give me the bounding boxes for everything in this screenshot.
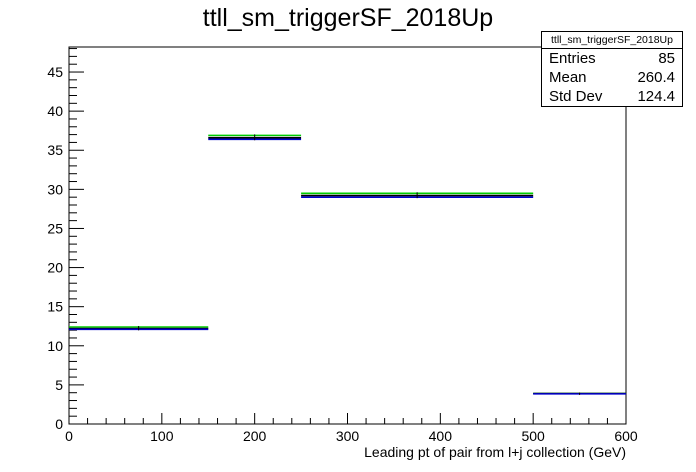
y-tick-label: 40 [47, 103, 63, 119]
y-tick-label: 35 [47, 142, 63, 158]
stats-label: Std Dev [549, 88, 603, 105]
stats-row-mean: Mean 260.4 [542, 68, 682, 87]
y-tick-label: 30 [47, 181, 63, 197]
stats-box: ttll_sm_triggerSF_2018Up Entries 85 Mean… [541, 31, 683, 107]
histogram-bars [69, 134, 626, 395]
stats-value: 260.4 [637, 69, 675, 86]
stats-value: 85 [658, 50, 675, 67]
y-tick-label: 25 [47, 220, 63, 236]
stats-label: Mean [549, 69, 587, 86]
y-tick-label: 15 [47, 299, 63, 315]
x-tick-label: 200 [243, 428, 267, 444]
stats-title: ttll_sm_triggerSF_2018Up [542, 32, 682, 49]
y-tick-label: 0 [55, 416, 63, 432]
stats-row-entries: Entries 85 [542, 49, 682, 68]
x-tick-label: 600 [614, 428, 638, 444]
y-tick-label: 45 [47, 64, 63, 80]
y-tick-label: 20 [47, 260, 63, 276]
x-tick-label: 0 [65, 428, 73, 444]
stats-label: Entries [549, 50, 596, 67]
y-axis: 0 5 10 15 20 25 30 35 40 45 [47, 48, 84, 432]
stats-row-stddev: Std Dev 124.4 [542, 87, 682, 106]
stats-value: 124.4 [637, 88, 675, 105]
chart-title: ttll_sm_triggerSF_2018Up [202, 4, 494, 32]
x-axis-label: Leading pt of pair from l+j collection (… [364, 444, 626, 460]
y-tick-label: 5 [55, 377, 63, 393]
x-tick-label: 300 [336, 428, 360, 444]
x-tick-label: 400 [429, 428, 453, 444]
x-axis: 0 100 200 300 400 500 600 [65, 413, 638, 444]
y-tick-label: 10 [47, 338, 63, 354]
x-tick-label: 500 [521, 428, 545, 444]
x-tick-label: 100 [150, 428, 174, 444]
